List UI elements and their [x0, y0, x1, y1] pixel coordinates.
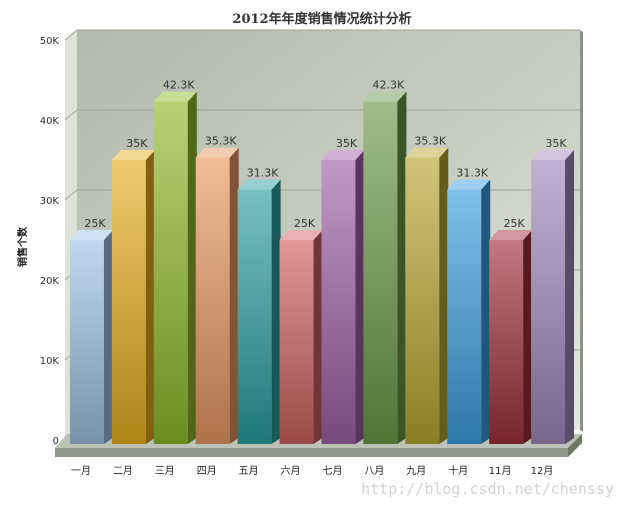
floor-side: [568, 434, 582, 457]
bar-side: [523, 230, 533, 444]
bar: [531, 150, 575, 444]
x-tick-label: 12月: [531, 465, 554, 477]
value-labels: 25K 35K 42.3K 35.3K 31.3K 25K 35K 42.3K 35.3K 31.…: [84, 79, 567, 230]
y-tick-label: 40K: [40, 116, 60, 127]
x-tick-label: 二月: [113, 465, 133, 477]
bar-top: [279, 230, 323, 240]
chart-title: 2012年年度销售情况统计分析: [232, 11, 411, 27]
data-label: 25K: [504, 217, 526, 230]
bar-top: [405, 147, 449, 158]
bar-front: [195, 157, 230, 444]
bar-top: [237, 179, 281, 190]
data-label: 31.3K: [456, 167, 488, 180]
bar-front: [237, 189, 272, 444]
bar-top: [153, 91, 197, 102]
bar-front: [153, 101, 188, 444]
bar-side: [565, 150, 575, 444]
data-label: 42.3K: [373, 79, 405, 92]
x-tick-label: 九月: [406, 465, 426, 477]
x-tick-label: 十月: [448, 464, 468, 477]
bar-side: [439, 147, 449, 444]
y-tick-label: 0: [53, 436, 59, 447]
bar-front: [405, 157, 440, 444]
bar: [237, 179, 281, 444]
bar-front: [279, 240, 314, 444]
bar-front: [447, 189, 482, 444]
bar-side: [313, 230, 323, 444]
data-label: 31.3K: [247, 167, 279, 180]
bars: [69, 91, 575, 444]
bar-side: [271, 179, 281, 444]
bar: [69, 230, 113, 444]
bar-front: [111, 160, 146, 444]
bar-side: [397, 91, 407, 444]
bar: [195, 147, 239, 444]
x-tick-label: 一月: [71, 465, 91, 477]
watermark-text: http://blog.csdn.net/chenssy: [361, 480, 614, 498]
data-label: 25K: [294, 217, 316, 230]
bar-side: [355, 150, 365, 444]
bar-top: [363, 91, 407, 102]
y-tick-label: 20K: [40, 276, 60, 287]
x-axis-ticks: 一月 二月 三月 四月 五月 六月 七月 八月 九月 十月 11月 12月: [71, 464, 553, 477]
bar-front: [363, 101, 398, 444]
y-axis-ticks: 0 10K 20K 30K 40K 50K: [40, 36, 60, 447]
x-tick-label: 八月: [364, 465, 384, 477]
x-tick-label: 六月: [281, 465, 301, 477]
bar: [153, 91, 197, 444]
y-axis-label: 销售个数: [16, 226, 29, 267]
bar-side: [187, 91, 197, 444]
y-tick-label: 30K: [40, 196, 60, 207]
gridline-diag: [64, 109, 78, 121]
x-tick-label: 四月: [197, 465, 217, 477]
data-label: 35.3K: [414, 135, 446, 148]
bar-top: [489, 230, 533, 240]
bar-front: [321, 160, 356, 444]
x-tick-label: 11月: [489, 465, 512, 477]
bar-top: [111, 150, 155, 160]
gridline-diag: [64, 29, 78, 41]
bar-side: [103, 230, 113, 444]
bar-top: [195, 147, 239, 158]
bar-top: [321, 150, 365, 160]
data-label: 35K: [545, 137, 567, 150]
data-label: 25K: [84, 217, 106, 230]
bar: [111, 150, 155, 444]
y-tick-label: 10K: [40, 356, 60, 367]
x-tick-label: 三月: [155, 465, 175, 477]
data-label: 42.3K: [163, 79, 195, 92]
bar-front: [69, 240, 104, 444]
bar-front: [489, 240, 524, 444]
bar: [279, 230, 323, 444]
bar-top: [69, 230, 113, 240]
bar: [405, 147, 449, 444]
data-label: 35.3K: [205, 135, 237, 148]
bar: [363, 91, 407, 444]
bar-side: [145, 150, 155, 444]
bar-front: [531, 160, 566, 444]
gridline-diag: [64, 189, 78, 201]
data-label: 35K: [126, 137, 148, 150]
bar-top: [447, 179, 491, 190]
bar: [321, 150, 365, 444]
bar-side: [481, 179, 491, 444]
x-tick-label: 七月: [322, 465, 342, 477]
bar-top: [531, 150, 575, 160]
x-tick-label: 五月: [239, 465, 259, 477]
floor-front: [55, 448, 568, 457]
bar: [489, 230, 533, 444]
data-label: 35K: [336, 137, 358, 150]
bar: [447, 179, 491, 444]
bar-side: [229, 147, 239, 444]
y-tick-label: 50K: [40, 36, 60, 47]
right-wall-edge: [580, 30, 583, 432]
